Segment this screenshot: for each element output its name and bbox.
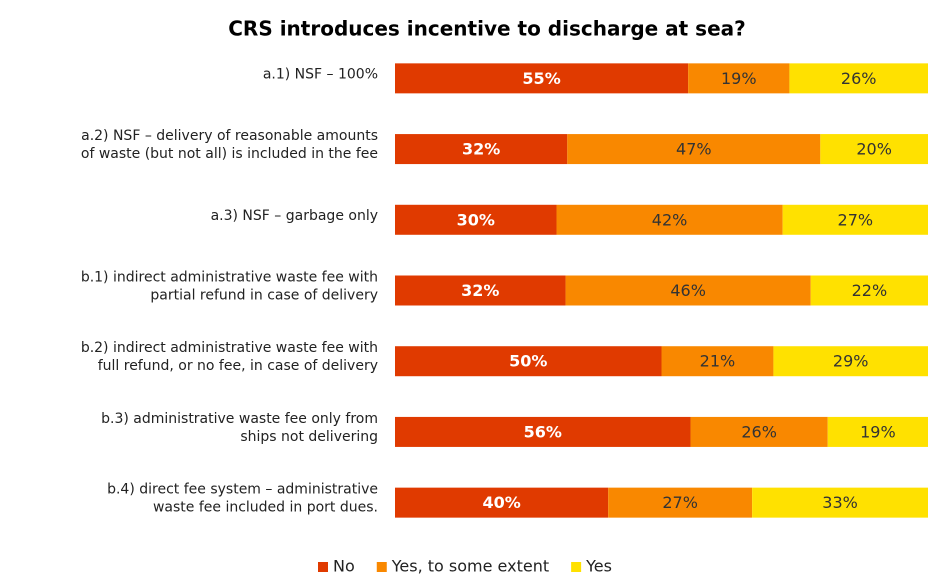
bar-segment	[556, 204, 783, 235]
data-label: 27%	[662, 493, 698, 512]
bar-segment	[752, 487, 928, 518]
bar-segment	[395, 416, 691, 447]
data-label: 40%	[482, 493, 520, 512]
data-label: 47%	[676, 140, 712, 159]
legend-swatch	[571, 562, 582, 572]
data-label: 46%	[670, 281, 706, 300]
bar-segment	[661, 346, 774, 377]
legend-swatch	[318, 562, 328, 572]
bar-segment	[395, 134, 568, 165]
bar-segment	[820, 134, 928, 165]
data-label: 32%	[461, 281, 499, 300]
bar-segment	[789, 63, 928, 94]
category-label: a.3) NSF – garbage only	[211, 208, 378, 224]
bar-segment	[395, 346, 662, 377]
category-label: a.2) NSF – delivery of reasonable amount…	[81, 128, 378, 144]
legend-label: Yes, to some extent	[391, 557, 549, 576]
data-label: 42%	[652, 210, 688, 229]
bar-segment	[395, 275, 566, 306]
data-label: 30%	[457, 210, 495, 229]
category-label: full refund, or no fee, in case of deliv…	[98, 358, 378, 374]
category-label: ships not delivering	[240, 429, 378, 445]
data-label: 55%	[522, 69, 560, 88]
bar-segment	[690, 416, 828, 447]
bar-segment	[810, 275, 928, 306]
bar-segment	[827, 416, 928, 447]
legend-label: No	[333, 557, 355, 576]
data-label: 50%	[509, 352, 547, 371]
bar-segment	[688, 63, 790, 94]
data-label: 19%	[721, 69, 757, 88]
data-label: 22%	[852, 281, 888, 300]
data-label: 20%	[856, 140, 892, 159]
data-label: 33%	[822, 493, 858, 512]
bar-segment	[608, 487, 753, 518]
category-label: of waste (but not all) is included in th…	[81, 146, 378, 162]
data-label: 56%	[524, 422, 562, 441]
data-label: 27%	[838, 210, 874, 229]
category-label: partial refund in case of delivery	[150, 288, 378, 304]
data-label: 19%	[860, 422, 896, 441]
legend-swatch	[376, 562, 387, 572]
data-label: 29%	[833, 352, 869, 371]
legend-label: Yes	[585, 557, 612, 576]
data-label: 26%	[741, 422, 777, 441]
category-label: b.1) indirect administrative waste fee w…	[81, 270, 378, 286]
category-label: b.2) indirect administrative waste fee w…	[81, 340, 378, 356]
bar-segment	[395, 63, 689, 94]
category-label: b.3) administrative waste fee only from	[101, 411, 378, 427]
category-label: a.1) NSF – 100%	[263, 66, 378, 82]
data-label: 26%	[841, 69, 877, 88]
bar-segment	[782, 204, 928, 235]
category-label: b.4) direct fee system – administrative	[107, 482, 378, 498]
data-label: 21%	[700, 352, 736, 371]
bar-segment	[567, 134, 821, 165]
bar-segment	[395, 487, 609, 518]
bar-segment	[565, 275, 811, 306]
bar-segment	[773, 346, 928, 377]
category-label: waste fee included in port dues.	[153, 500, 378, 516]
data-label: 32%	[462, 140, 500, 159]
chart-title: CRS introduces incentive to discharge at…	[228, 17, 746, 41]
bar-segment	[395, 204, 557, 235]
